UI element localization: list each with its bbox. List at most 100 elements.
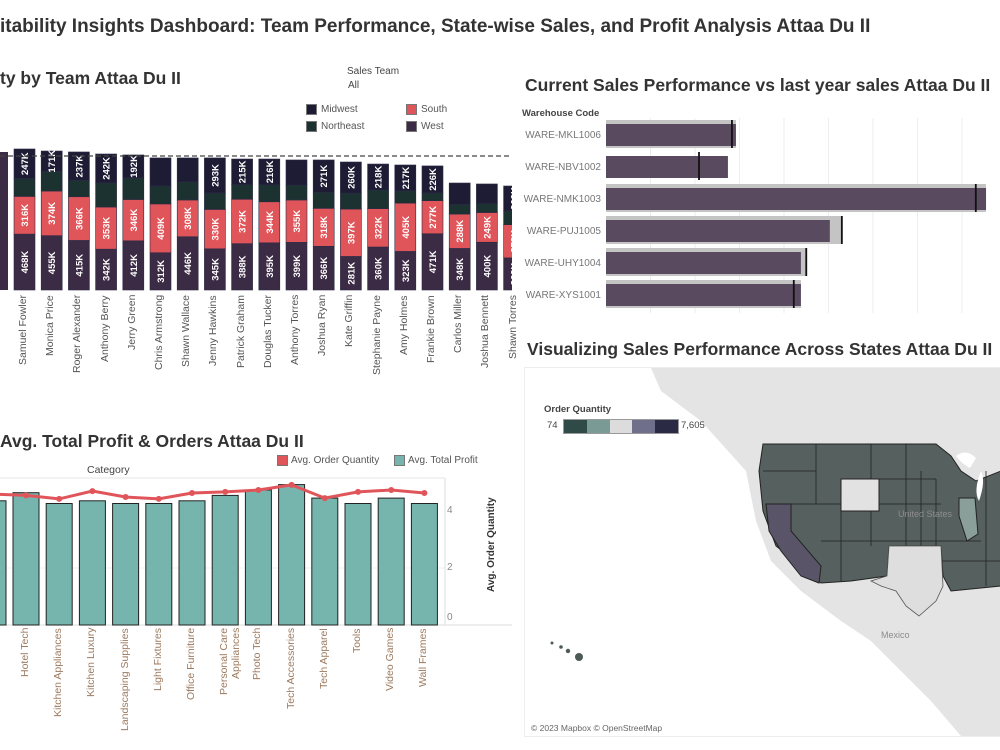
- warehouse-label: WARE-XYS1001: [526, 290, 602, 301]
- bar-segment-label: 237K: [74, 155, 85, 178]
- bar-segment-label: 400K: [482, 255, 493, 278]
- map-canvas[interactable]: United States Mexico © 2023 Mapbox © Ope…: [525, 368, 1000, 736]
- team-axis-labels: Samuel Fowler Monica Price Roger Alexander…: [0, 295, 519, 405]
- bar-segment-label: 278K: [510, 230, 512, 253]
- current-sales-bar: [606, 156, 728, 178]
- bar-segment-label: 171K: [47, 150, 58, 173]
- bar-segment-south: [503, 224, 512, 259]
- team-bar: 415K 366K 237K: [68, 151, 90, 291]
- current-sales-bar: [606, 252, 801, 274]
- great-lakes: [956, 452, 984, 501]
- category-label: Tech Apparel: [317, 628, 330, 689]
- bar-segment-label: 344K: [265, 211, 276, 234]
- bar-segment-label: 412K: [129, 254, 140, 277]
- current-sales-bar: [606, 220, 830, 242]
- state-texas: [869, 545, 944, 617]
- bar-segment-midwest: [285, 159, 308, 186]
- bar-segment-label: 366K: [319, 257, 330, 280]
- team-bar: 455K 374K 171K: [40, 150, 63, 291]
- bar-segment-label: 353K: [102, 217, 113, 240]
- state-borders: [763, 444, 1000, 591]
- legend-label: West: [421, 121, 444, 132]
- order-quantity-point: [56, 495, 63, 502]
- profit-bar: [45, 503, 73, 626]
- warehouse-row: WARE-UHY1004: [525, 248, 808, 276]
- profit-bar: [211, 494, 239, 626]
- legend-label: South: [421, 104, 448, 115]
- map-attribution[interactable]: © 2023 Mapbox © OpenStreetMap: [531, 723, 662, 733]
- bar-segment-label: 388K: [238, 255, 249, 278]
- warehouse-code-header: Warehouse Code: [522, 108, 600, 119]
- team-bar: 395K 344K 216K: [258, 158, 281, 291]
- bar-segment-northeast: [476, 203, 498, 213]
- category-label: Wall Frames: [417, 628, 430, 687]
- team-bar: 348K 288K: [448, 182, 471, 291]
- bar-segment-label: 216K: [265, 160, 276, 183]
- bar-segment-label: 192K: [129, 155, 140, 178]
- bar-segment-midwest: [312, 159, 335, 193]
- bar-segment-label: 330K: [210, 218, 221, 241]
- warehouse-row: WARE-NBV1002: [525, 152, 728, 180]
- team-member-label: Frankie Brown: [425, 295, 437, 363]
- bar-segment-label: 308K: [183, 207, 194, 230]
- bar-segment-northeast: [367, 189, 389, 209]
- bar-segment-midwest: [448, 182, 471, 205]
- bar-segment-northeast: [68, 179, 90, 198]
- bar-segment-label: 271K: [319, 165, 330, 188]
- order-quantity-point: [222, 488, 229, 495]
- profit-bar: [78, 500, 106, 626]
- category-header: Category: [87, 464, 130, 476]
- category-label: Video Games: [384, 628, 397, 692]
- legend-swatch-west: [406, 121, 417, 132]
- ramp-step: [655, 420, 678, 433]
- current-sales-bar: [606, 284, 801, 306]
- order-quantity-point: [355, 488, 361, 495]
- category-label: Hotel Tech: [19, 628, 31, 678]
- bar-segment-label: 322K: [374, 216, 385, 239]
- bar-segment-midwest: [421, 165, 444, 194]
- bar-segment-label: 395K: [265, 255, 276, 278]
- bar-segment-midwest: [340, 161, 362, 194]
- ramp-step: [586, 420, 610, 433]
- team-bar: 281K 397K 260K: [340, 161, 362, 291]
- order-quantity-point: [288, 481, 295, 488]
- team-bar: 366K 318K 271K: [312, 159, 335, 291]
- map-legend-max: 7,605: [681, 420, 705, 431]
- bar-segment-label: 249K: [482, 216, 493, 239]
- warehouse-row: WARE-XYS1001: [526, 280, 801, 308]
- sales-team-filter-value[interactable]: All: [348, 80, 360, 91]
- bar-segment-label: 455K: [47, 251, 58, 274]
- legend-swatch-total-profit: [394, 455, 405, 466]
- team-bar: 312K 409K: [149, 157, 172, 291]
- bar-segment-northeast: [503, 210, 512, 225]
- map-color-ramp: [563, 419, 679, 434]
- dashboard-title: itability Insights Dashboard: Team Perfo…: [0, 16, 871, 37]
- team-member-label: Chris Armstrong: [153, 295, 165, 371]
- team-member-label: Jerry Green: [125, 295, 138, 351]
- team-member-label: Monica Price: [44, 295, 57, 356]
- team-bar: 388K 372K 215K: [231, 158, 253, 291]
- state-map[interactable]: United States Mexico © 2023 Mapbox © Ope…: [524, 367, 1000, 737]
- team-bar: 412K 346K 192K: [122, 154, 145, 291]
- current-sales-bar: [606, 124, 736, 146]
- warehouse-row: WARE-NMK1003: [524, 184, 987, 212]
- profit-bar: [112, 503, 140, 626]
- bar-segment-label: 316K: [20, 204, 31, 227]
- profit-bar: [244, 489, 272, 626]
- order-quantity-point: [89, 488, 96, 495]
- profit-chart-title: Avg. Total Profit & Orders Attaa Du II: [0, 431, 304, 451]
- profit-bar: [377, 497, 405, 626]
- warehouse-label: WARE-MKL1006: [525, 130, 601, 141]
- bar-segment-northeast: [149, 185, 172, 205]
- legend-swatch-northeast: [306, 121, 317, 132]
- bar-segment-label: 312K: [156, 260, 167, 283]
- warehouse-label: WARE-NBV1002: [525, 162, 601, 173]
- category-label: Kitchen Luxury: [85, 628, 98, 698]
- team-bar: 399K 355K: [285, 159, 308, 291]
- legend-label: Northeast: [321, 121, 365, 132]
- bar-segment-label: 374K: [47, 202, 58, 225]
- bar-segment-northeast: [95, 182, 117, 208]
- category-label: Light Fixtures: [151, 628, 164, 692]
- state-california: [765, 503, 822, 584]
- bar-segment-label: 242K: [102, 157, 113, 180]
